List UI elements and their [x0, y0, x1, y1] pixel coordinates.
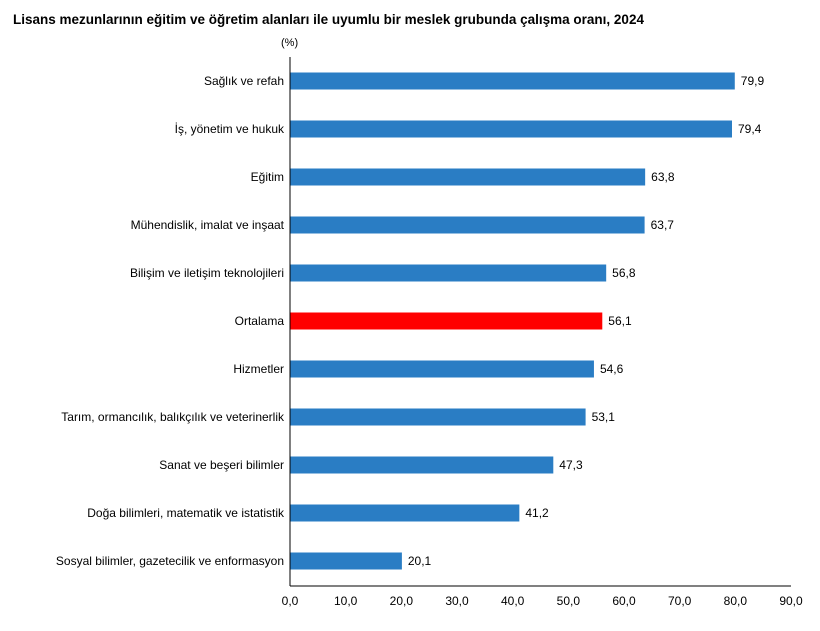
category-label: Ortalama: [235, 314, 285, 328]
data-label: 56,1: [608, 314, 632, 328]
category-label: Hizmetler: [233, 362, 284, 376]
bar-5: [290, 312, 603, 330]
bar-3: [290, 216, 645, 234]
bar-2: [290, 168, 646, 186]
x-tick-label: 0,0: [282, 594, 299, 608]
data-label: 56,8: [612, 266, 636, 280]
x-tick-label: 10,0: [334, 594, 358, 608]
data-label: 54,6: [600, 362, 624, 376]
data-label: 79,9: [741, 74, 765, 88]
x-tick-label: 90,0: [779, 594, 803, 608]
bar-8: [290, 456, 554, 474]
bar-6: [290, 360, 594, 378]
unit-label: (%): [281, 37, 299, 49]
x-tick-label: 50,0: [557, 594, 581, 608]
bar-0: [290, 72, 735, 90]
category-label: Doğa bilimleri, matematik ve istatistik: [87, 506, 285, 520]
bar-1: [290, 120, 732, 138]
category-label: Tarım, ormancılık, balıkçılık ve veterin…: [61, 410, 285, 424]
data-label: 20,1: [408, 554, 432, 568]
data-label: 63,8: [651, 170, 675, 184]
category-label: Sosyal bilimler, gazetecilik ve enformas…: [56, 554, 284, 568]
x-tick-label: 20,0: [390, 594, 414, 608]
data-label: 53,1: [592, 410, 616, 424]
category-label: Mühendislik, imalat ve inşaat: [131, 218, 285, 232]
chart-title: Lisans mezunlarının eğitim ve öğretim al…: [13, 12, 644, 27]
bar-4: [290, 264, 607, 282]
data-label: 79,4: [738, 122, 762, 136]
category-label: İş, yönetim ve hukuk: [175, 122, 285, 136]
x-tick-label: 80,0: [724, 594, 748, 608]
bar-9: [290, 504, 520, 522]
x-tick-label: 60,0: [612, 594, 636, 608]
bar-10: [290, 552, 402, 570]
data-label: 63,7: [651, 218, 675, 232]
x-tick-label: 70,0: [668, 594, 692, 608]
category-label: Sağlık ve refah: [204, 74, 284, 88]
x-tick-label: 40,0: [501, 594, 525, 608]
data-label: 47,3: [559, 458, 583, 472]
bar-7: [290, 408, 586, 426]
x-tick-label: 30,0: [445, 594, 469, 608]
category-label: Sanat ve beşeri bilimler: [159, 458, 284, 472]
category-label: Eğitim: [251, 170, 284, 184]
category-label: Bilişim ve iletişim teknolojileri: [130, 266, 284, 280]
data-label: 41,2: [525, 506, 549, 520]
